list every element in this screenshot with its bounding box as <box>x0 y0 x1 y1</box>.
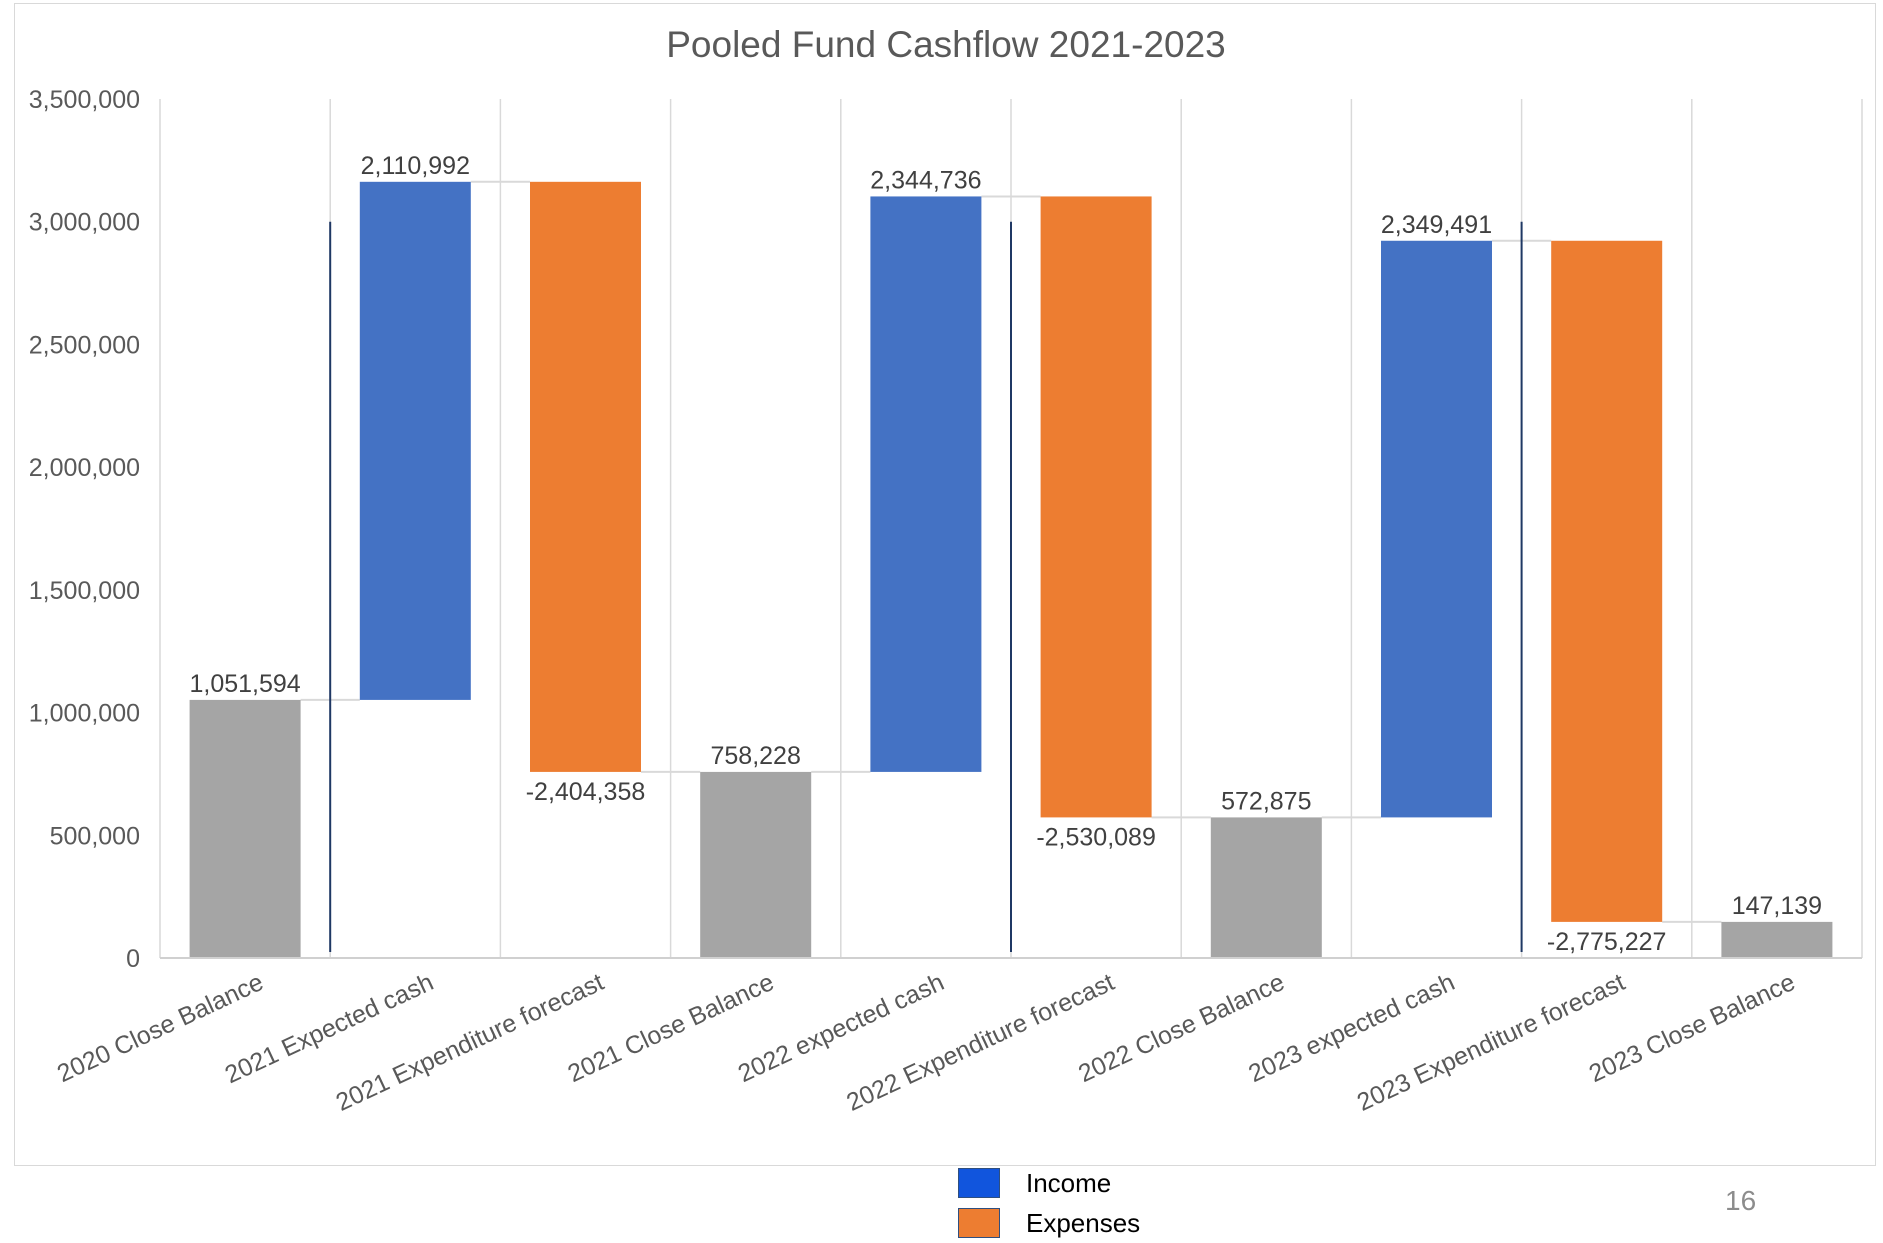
y-tick-label: 0 <box>126 945 140 973</box>
legend-label-income: Income <box>1026 1167 1112 1198</box>
data-label: -2,530,089 <box>1036 823 1156 851</box>
chart-title: Pooled Fund Cashflow 2021-2023 <box>666 24 1226 65</box>
page-number: 16 <box>1725 1185 1757 1216</box>
legend-label-expenses: Expenses <box>1026 1207 1141 1238</box>
legend-item-income: Income <box>958 1163 1140 1203</box>
bar-income <box>870 196 982 772</box>
y-tick-label: 2,500,000 <box>29 331 140 359</box>
data-label: 147,139 <box>1732 892 1822 920</box>
bar-income <box>359 181 471 700</box>
bar-expense <box>530 181 641 772</box>
y-tick-label: 1,000,000 <box>29 700 140 728</box>
data-label: 2,344,736 <box>870 166 981 194</box>
x-tick-label: 2021 Expenditure forecast <box>332 968 608 1117</box>
y-tick-label: 3,500,000 <box>29 86 140 114</box>
x-tick-label: 2023 Expenditure forecast <box>1353 968 1629 1117</box>
bar-expense <box>1040 196 1152 818</box>
data-label: 572,875 <box>1221 787 1311 815</box>
legend-item-expenses: Expenses <box>958 1203 1140 1243</box>
bar-total <box>700 771 812 958</box>
bar-total <box>189 699 301 958</box>
legend: Income Expenses <box>958 1163 1140 1243</box>
y-tick-label: 2,000,000 <box>29 454 140 482</box>
data-label: -2,775,227 <box>1547 928 1667 956</box>
y-tick-label: 1,500,000 <box>29 577 140 605</box>
legend-swatch-expenses <box>958 1208 1000 1238</box>
data-label: 2,349,491 <box>1381 211 1492 239</box>
data-label: 1,051,594 <box>189 670 300 698</box>
bar-total <box>1721 921 1833 958</box>
bar-total <box>1210 817 1322 958</box>
data-label: -2,404,358 <box>526 778 646 806</box>
bars <box>189 181 1833 958</box>
y-tick-label: 3,000,000 <box>29 209 140 237</box>
data-label: 758,228 <box>711 742 801 770</box>
bar-expense <box>1551 240 1663 922</box>
legend-swatch-income <box>958 1168 1000 1198</box>
bar-income <box>1381 240 1492 818</box>
x-tick-label: 2022 Expenditure forecast <box>842 968 1118 1117</box>
data-label: 2,110,992 <box>361 152 470 180</box>
data-labels: 1,051,594 2,110,992 -2,404,358 758,228 2,344… <box>189 152 1822 956</box>
y-tick-label: 500,000 <box>50 822 140 850</box>
